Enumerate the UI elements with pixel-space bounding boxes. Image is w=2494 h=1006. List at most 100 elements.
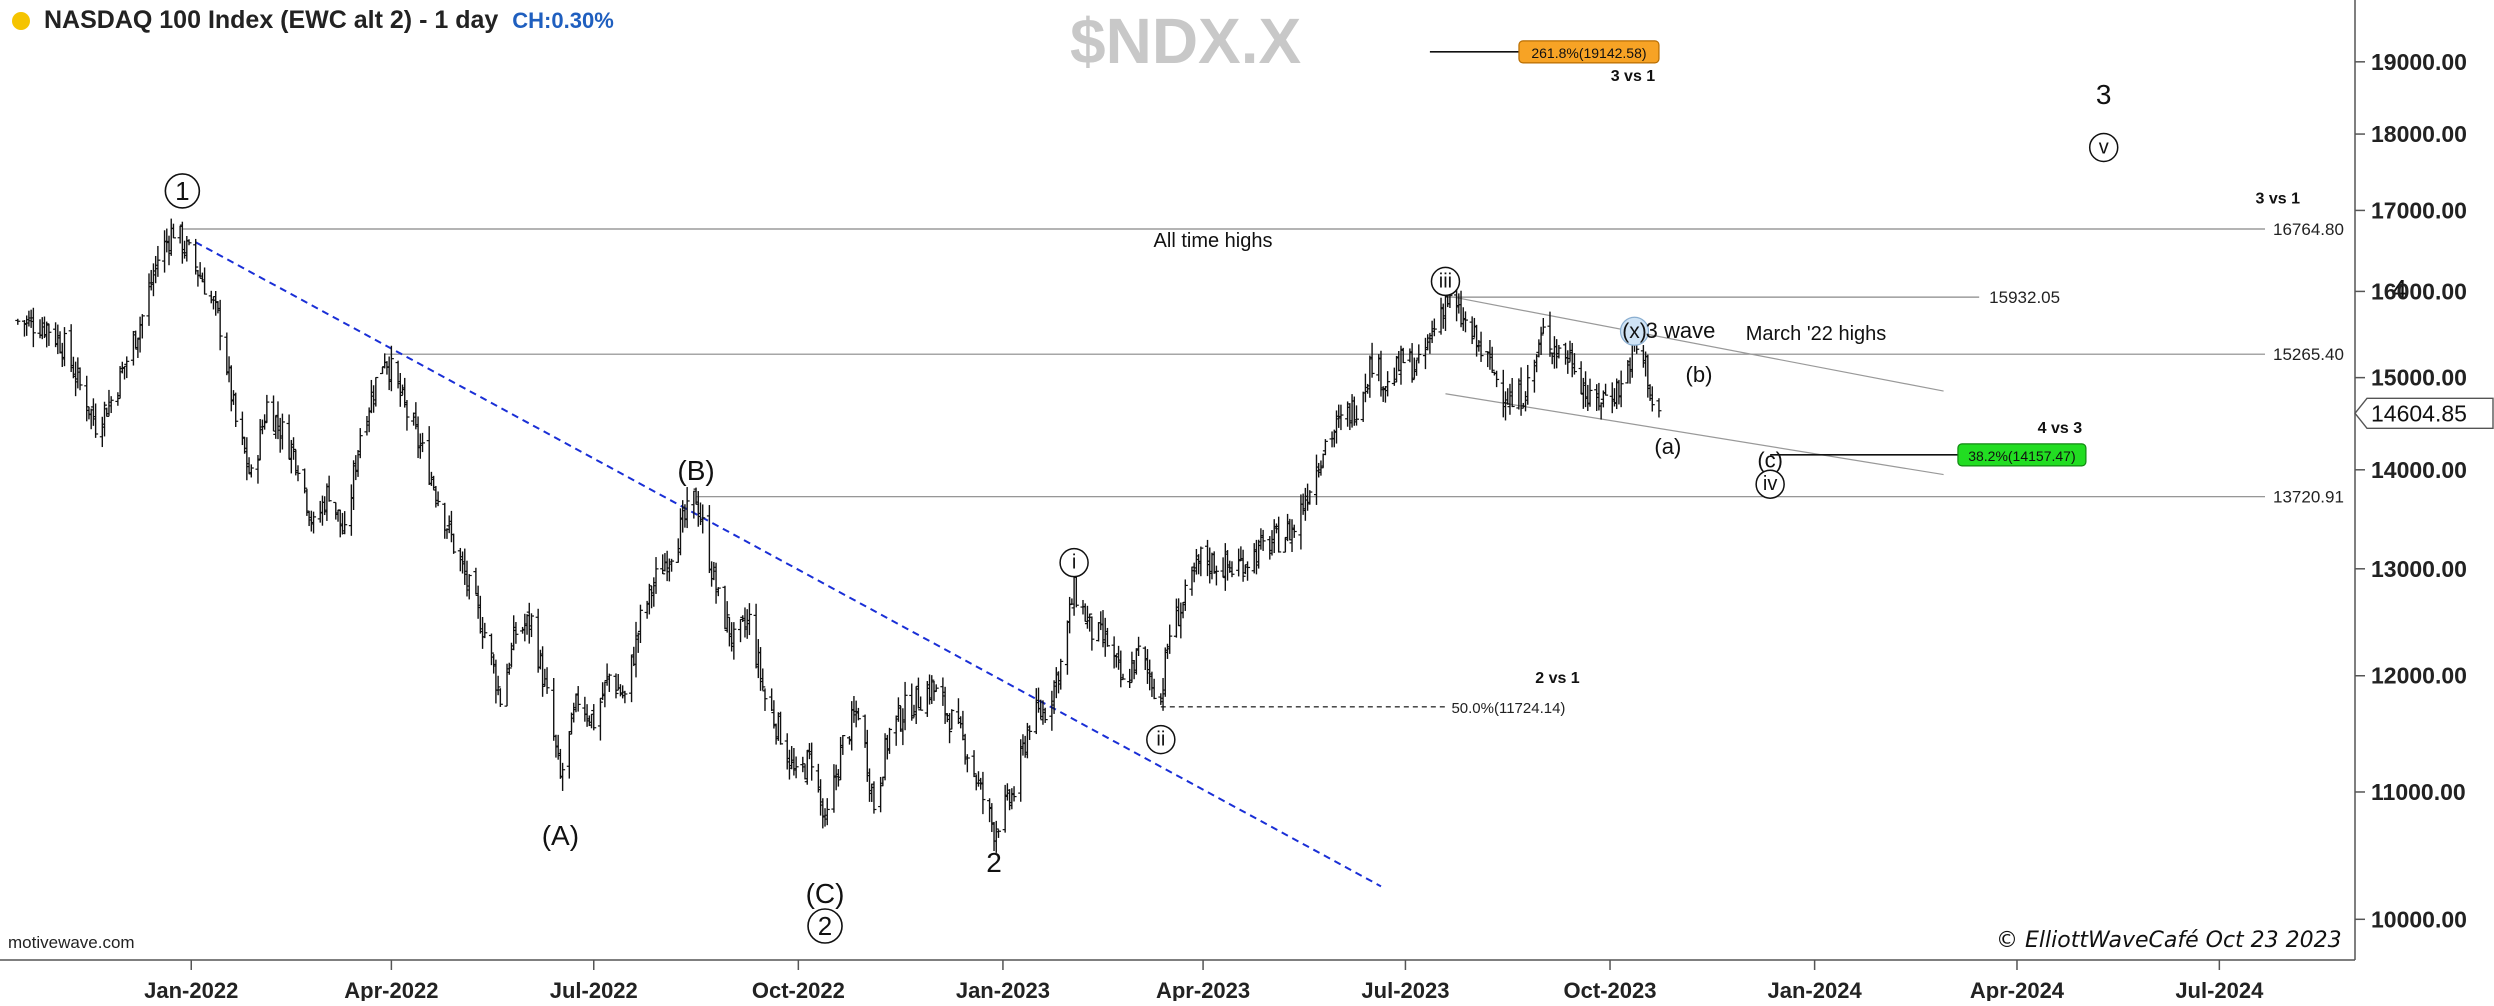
ohlc-bar bbox=[1167, 624, 1173, 654]
wave-circle bbox=[1755, 469, 1785, 499]
ohlc-bar bbox=[1276, 516, 1282, 553]
ohlc-bar bbox=[1494, 370, 1500, 388]
ohlc-bar bbox=[291, 437, 297, 460]
ohlc-bar bbox=[793, 756, 799, 779]
ohlc-bar bbox=[646, 583, 652, 615]
ohlc-bar bbox=[715, 587, 721, 597]
ohlc-bar bbox=[1587, 378, 1593, 407]
ohlc-bar bbox=[1307, 490, 1313, 505]
ohlc-bar bbox=[1229, 561, 1235, 578]
ohlc-bar bbox=[1478, 331, 1484, 362]
fib-heading: 2 vs 1 bbox=[1535, 670, 1580, 687]
wave-label: (x) bbox=[1622, 320, 1647, 343]
wave-label: i bbox=[1072, 552, 1076, 574]
level-heading: 3 vs 1 bbox=[2256, 190, 2301, 207]
ohlc-bar bbox=[824, 798, 830, 826]
ohlc-bar bbox=[1431, 318, 1437, 337]
ohlc-bar bbox=[528, 613, 534, 638]
ohlc-bar bbox=[295, 465, 301, 482]
y-tick-label: 13000.00 bbox=[2371, 556, 2467, 582]
ohlc-bar bbox=[124, 356, 130, 379]
wave-label: (B) bbox=[677, 455, 714, 486]
ohlc-bar bbox=[1547, 311, 1553, 357]
wave-circle bbox=[807, 908, 843, 944]
level-note: March '22 highs bbox=[1746, 323, 1887, 345]
change-percent: CH:0.30% bbox=[512, 7, 614, 33]
ohlc-bar bbox=[591, 704, 597, 731]
ohlc-bar bbox=[855, 707, 861, 721]
ohlc-bar bbox=[551, 678, 557, 741]
ohlc-bar bbox=[637, 604, 643, 644]
ohlc-bar bbox=[971, 750, 977, 778]
ohlc-bar bbox=[420, 432, 426, 453]
ohlc-bar bbox=[1182, 579, 1188, 611]
ohlc-bar bbox=[264, 394, 270, 423]
ohlc-bar bbox=[1400, 347, 1406, 364]
ohlc-bar bbox=[918, 696, 924, 711]
ohlc-bar bbox=[995, 829, 1001, 838]
ohlc-bar bbox=[311, 511, 317, 534]
ohlc-bar bbox=[731, 622, 737, 660]
ohlc-bar bbox=[653, 557, 659, 594]
wave-label: (b) bbox=[1686, 362, 1713, 387]
ohlc-bar bbox=[108, 396, 114, 414]
ohlc-bar bbox=[1354, 405, 1360, 426]
ohlc-bar bbox=[560, 762, 566, 791]
ohlc-bar bbox=[1120, 673, 1126, 680]
ohlc-bar bbox=[1416, 344, 1422, 364]
ohlc-bar bbox=[1338, 404, 1344, 431]
ohlc-bar bbox=[762, 688, 768, 711]
status-dot-icon bbox=[12, 11, 30, 30]
ohlc-bar bbox=[1213, 565, 1219, 586]
ohlc-bar bbox=[1104, 627, 1110, 647]
x-tick-label: Apr-2023 bbox=[1156, 978, 1250, 1001]
ohlc-bar bbox=[947, 713, 953, 744]
ohlc-bar bbox=[186, 239, 192, 246]
ohlc-bar bbox=[404, 400, 410, 431]
ohlc-bar bbox=[15, 318, 21, 325]
ohlc-bar bbox=[622, 690, 628, 704]
fib-label: 38.2%(14157.47) bbox=[1968, 448, 2075, 464]
wave-label: v bbox=[2099, 136, 2109, 158]
ohlc-bar bbox=[1027, 725, 1033, 741]
ohlc-bar bbox=[435, 491, 441, 507]
ohlc-bar bbox=[1198, 546, 1204, 577]
y-tick-label: 10000.00 bbox=[2371, 906, 2467, 932]
x-tick-label: Jul-2022 bbox=[550, 978, 638, 1001]
ohlc-bar bbox=[1369, 342, 1375, 378]
y-tick-label: 15000.00 bbox=[2371, 365, 2467, 391]
wave-circle bbox=[1146, 724, 1176, 755]
ohlc-bar bbox=[102, 401, 108, 437]
ohlc-bar bbox=[1556, 344, 1562, 359]
ohlc-bar bbox=[684, 487, 690, 529]
y-tick-label: 18000.00 bbox=[2371, 121, 2467, 147]
ohlc-bar bbox=[895, 697, 901, 722]
symbol-watermark: $NDX.X bbox=[1070, 5, 1302, 77]
y-tick-label: 16000.00 bbox=[2371, 278, 2467, 304]
ohlc-bar bbox=[93, 403, 99, 438]
ohlc-bar bbox=[466, 574, 472, 600]
channel-line bbox=[1445, 393, 1944, 476]
ohlc-bar bbox=[44, 321, 50, 348]
ohlc-bar bbox=[778, 711, 784, 745]
ohlc-bar bbox=[1525, 364, 1531, 405]
ohlc-bar bbox=[1127, 668, 1133, 689]
ohlc-bar bbox=[964, 754, 970, 773]
level-layer: 16764.80 15932.05 15265.40 13720.91 All time… bbox=[182, 40, 2344, 888]
wave-circle bbox=[1059, 547, 1089, 578]
wave-label: 2 bbox=[986, 847, 1002, 878]
last-price-tag bbox=[2354, 397, 2494, 429]
ohlc-bar bbox=[902, 681, 908, 731]
ohlc-bar bbox=[1649, 386, 1655, 412]
level-label: 13720.91 bbox=[2273, 488, 2344, 507]
fib-label-box bbox=[1957, 443, 2087, 467]
ohlc-bar bbox=[1656, 398, 1662, 418]
ohlc-bar bbox=[1011, 786, 1017, 802]
channel-line bbox=[1445, 295, 1944, 392]
chart-header: NASDAQ 100 Index (EWC alt 2) - 1 day CH:… bbox=[12, 6, 614, 35]
ohlc-bar bbox=[155, 245, 161, 277]
chart-title: NASDAQ 100 Index (EWC alt 2) - 1 day bbox=[44, 6, 499, 34]
